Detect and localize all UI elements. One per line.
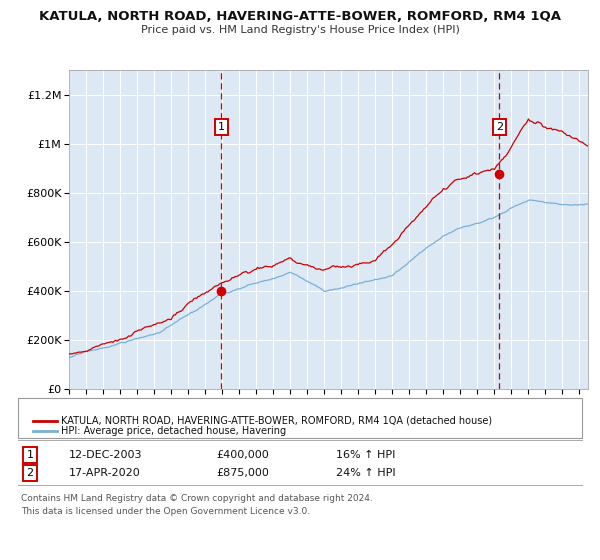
Text: 1: 1 bbox=[218, 122, 225, 132]
Text: 17-APR-2020: 17-APR-2020 bbox=[69, 468, 141, 478]
Text: 24% ↑ HPI: 24% ↑ HPI bbox=[336, 468, 395, 478]
Text: £400,000: £400,000 bbox=[216, 450, 269, 460]
Text: 1: 1 bbox=[26, 450, 34, 460]
Text: KATULA, NORTH ROAD, HAVERING-ATTE-BOWER, ROMFORD, RM4 1QA: KATULA, NORTH ROAD, HAVERING-ATTE-BOWER,… bbox=[39, 10, 561, 23]
Text: HPI: Average price, detached house, Havering: HPI: Average price, detached house, Have… bbox=[61, 426, 286, 436]
Text: 12-DEC-2003: 12-DEC-2003 bbox=[69, 450, 143, 460]
Text: 16% ↑ HPI: 16% ↑ HPI bbox=[336, 450, 395, 460]
Text: £875,000: £875,000 bbox=[216, 468, 269, 478]
Text: 2: 2 bbox=[496, 122, 503, 132]
Text: 2: 2 bbox=[26, 468, 34, 478]
Text: Contains HM Land Registry data © Crown copyright and database right 2024.: Contains HM Land Registry data © Crown c… bbox=[21, 494, 373, 503]
Text: This data is licensed under the Open Government Licence v3.0.: This data is licensed under the Open Gov… bbox=[21, 507, 310, 516]
Text: Price paid vs. HM Land Registry's House Price Index (HPI): Price paid vs. HM Land Registry's House … bbox=[140, 25, 460, 35]
Text: KATULA, NORTH ROAD, HAVERING-ATTE-BOWER, ROMFORD, RM4 1QA (detached house): KATULA, NORTH ROAD, HAVERING-ATTE-BOWER,… bbox=[61, 416, 493, 426]
